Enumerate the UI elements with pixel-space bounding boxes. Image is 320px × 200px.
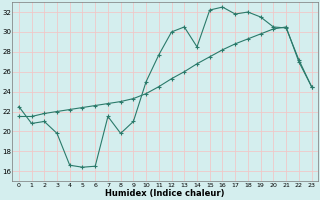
X-axis label: Humidex (Indice chaleur): Humidex (Indice chaleur) — [106, 189, 225, 198]
